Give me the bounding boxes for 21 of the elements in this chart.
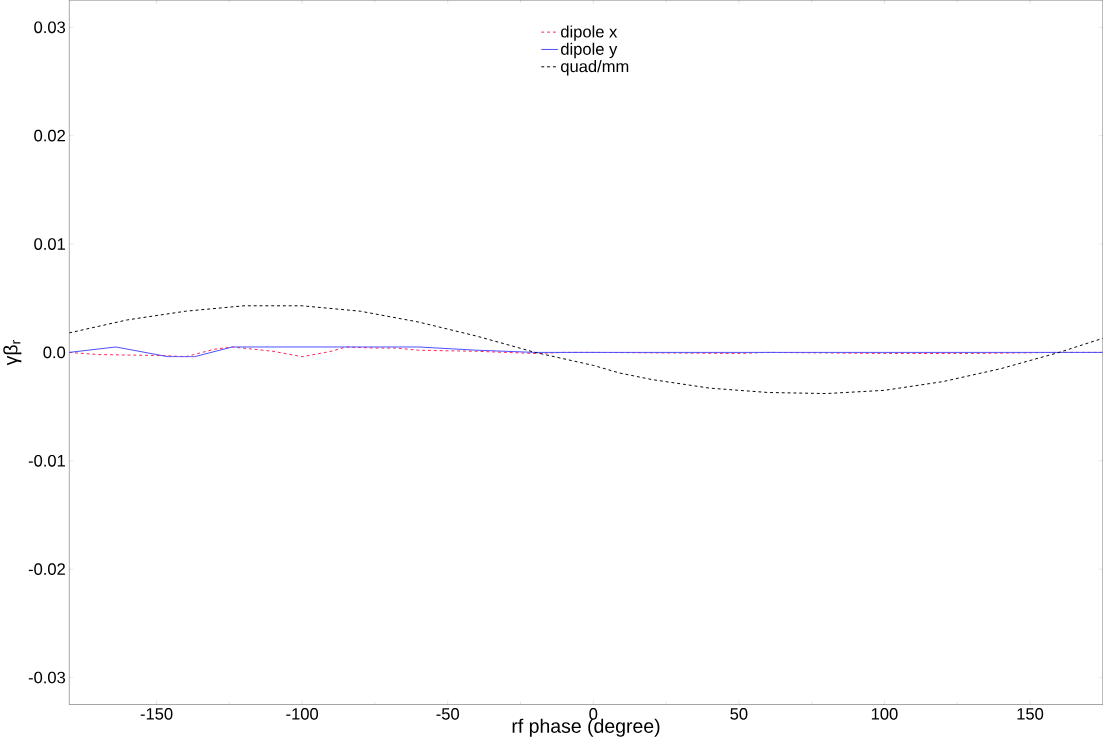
y-tick-label: 0.01	[34, 238, 65, 250]
y-tick-label: 0.02	[34, 129, 65, 142]
legend-label: dipole x	[561, 25, 618, 41]
x-tick-label: -100	[286, 708, 319, 720]
y-tick-label: -0.02	[28, 563, 65, 575]
line-series	[69, 346, 1103, 358]
y-tick-label: 0.0	[43, 346, 66, 359]
x-tick-label: -50	[436, 708, 460, 720]
x-tick-label: 150	[1017, 708, 1044, 720]
x-tick-label: -150	[140, 708, 173, 720]
y-tick-label: -0.01	[28, 454, 65, 467]
y-tick-label: -0.03	[28, 671, 66, 684]
x-tick-label: 100	[871, 708, 898, 720]
y-tick-label: 0.03	[34, 21, 66, 34]
x-axis-title: rf phase (degree)	[512, 718, 660, 737]
x-tick-label: 0	[589, 708, 598, 720]
x-tick-label: 50	[730, 708, 748, 720]
y-axis-title: γβ$_{r}$	[3, 340, 22, 366]
legend-label: dipole y	[561, 42, 618, 59]
line-series	[69, 305, 1103, 395]
legend-label: quad/mm	[561, 60, 629, 76]
